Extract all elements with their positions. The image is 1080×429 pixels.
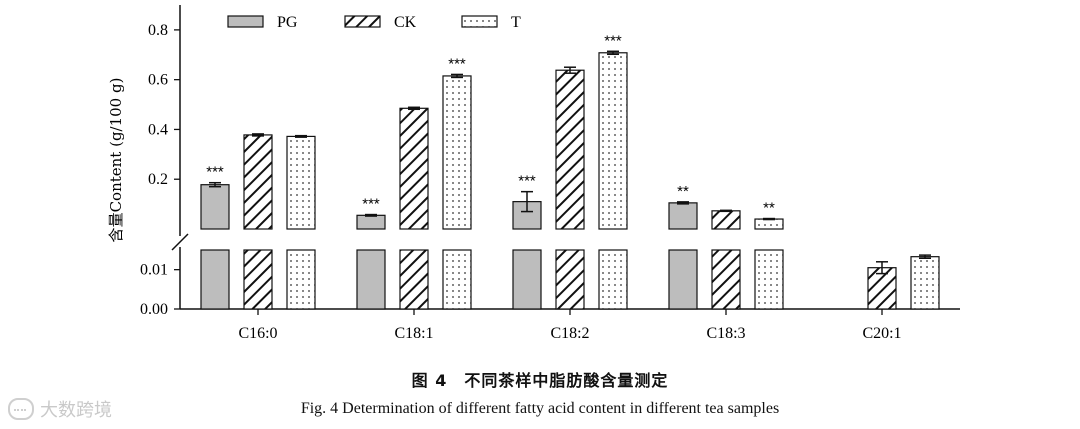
- significance-label: **: [677, 183, 689, 200]
- bar-T-C18:1-lower: [442, 249, 472, 310]
- bar-T-C16:0-lower: [286, 249, 316, 310]
- legend-label-CK: CK: [394, 14, 417, 31]
- x-tick-label: C18:2: [550, 325, 589, 342]
- bar-CK-C18:1-lower: [399, 249, 429, 310]
- bar-PG-C18:2-lower: [512, 249, 542, 310]
- caption-chinese: 图 4 不同茶样中脂肪酸含量测定: [411, 371, 669, 390]
- caption-english: Fig. 4 Determination of different fatty …: [300, 400, 780, 417]
- y-tick-label: 0.01: [140, 262, 168, 279]
- y-tick-label: 0.4: [148, 121, 168, 138]
- bar-CK-C20:1: [867, 267, 897, 310]
- y-tick-label: 0.8: [148, 22, 168, 39]
- legend-label-T: T: [511, 14, 521, 31]
- bar-T-C20:1: [910, 256, 940, 310]
- watermark-text: 大数跨境: [40, 400, 112, 421]
- axis-break-mark: [171, 233, 189, 251]
- bars: *******************: [200, 32, 940, 310]
- legend-swatch-T: [461, 15, 498, 28]
- bar-CK-C18:3: [711, 210, 741, 230]
- legend-swatch-PG: [227, 15, 264, 28]
- axes: 0.2 0.4 0.6 0.8 0.00 0.01 C16:0 C18:1 C18:2 C18:3…: [140, 5, 960, 342]
- bar-CK-C18:2: [555, 69, 585, 230]
- bar-T-C18:2-lower: [598, 249, 628, 310]
- watermark: 大数跨境: [8, 396, 112, 422]
- bar-CK-C18:3-lower: [711, 249, 741, 310]
- x-tick-label: C18:3: [706, 325, 745, 342]
- bar-T-C16:0: [286, 135, 316, 230]
- bar-PG-C18:3-lower: [668, 249, 698, 310]
- y-tick-label: 0.6: [148, 72, 168, 89]
- bar-T-C18:1: [442, 75, 472, 230]
- watermark-logo-icon: [8, 398, 34, 420]
- significance-label: ***: [448, 55, 466, 72]
- y-tick-label: 0.00: [140, 301, 168, 318]
- bar-PG-C16:0-lower: [200, 249, 230, 310]
- y-tick-label: 0.2: [148, 171, 168, 188]
- x-tick-label: C20:1: [862, 325, 901, 342]
- bar-CK-C16:0-lower: [243, 249, 273, 310]
- significance-label: ***: [206, 164, 224, 181]
- legend-label-PG: PG: [277, 14, 298, 31]
- bar-T-C18:3-lower: [754, 249, 784, 310]
- bar-PG-C18:1-lower: [356, 249, 386, 310]
- bar-T-C18:3: [754, 218, 784, 230]
- legend: PG CK T: [227, 14, 521, 31]
- x-tick-label: C16:0: [238, 325, 277, 342]
- bar-PG-C18:3: [668, 202, 698, 230]
- significance-label: ***: [362, 196, 380, 213]
- x-tick-label: C18:1: [394, 325, 433, 342]
- bar-CK-C18:2-lower: [555, 249, 585, 310]
- bar-T-C18:2: [598, 52, 628, 230]
- significance-label: ***: [604, 32, 622, 49]
- legend-swatch-CK: [344, 15, 381, 28]
- bar-PG-C18:1: [356, 214, 386, 230]
- bar-chart: 0.2 0.4 0.6 0.8 0.00 0.01 C16:0 C18:1 C18:2 C18:3…: [107, 5, 960, 342]
- significance-label: ***: [518, 173, 536, 190]
- bar-CK-C16:0: [243, 134, 273, 230]
- significance-label: **: [763, 200, 775, 217]
- bar-PG-C16:0: [200, 184, 230, 230]
- bar-CK-C18:1: [399, 107, 429, 230]
- y-axis-label: 含量Content (g/100 g): [107, 78, 125, 243]
